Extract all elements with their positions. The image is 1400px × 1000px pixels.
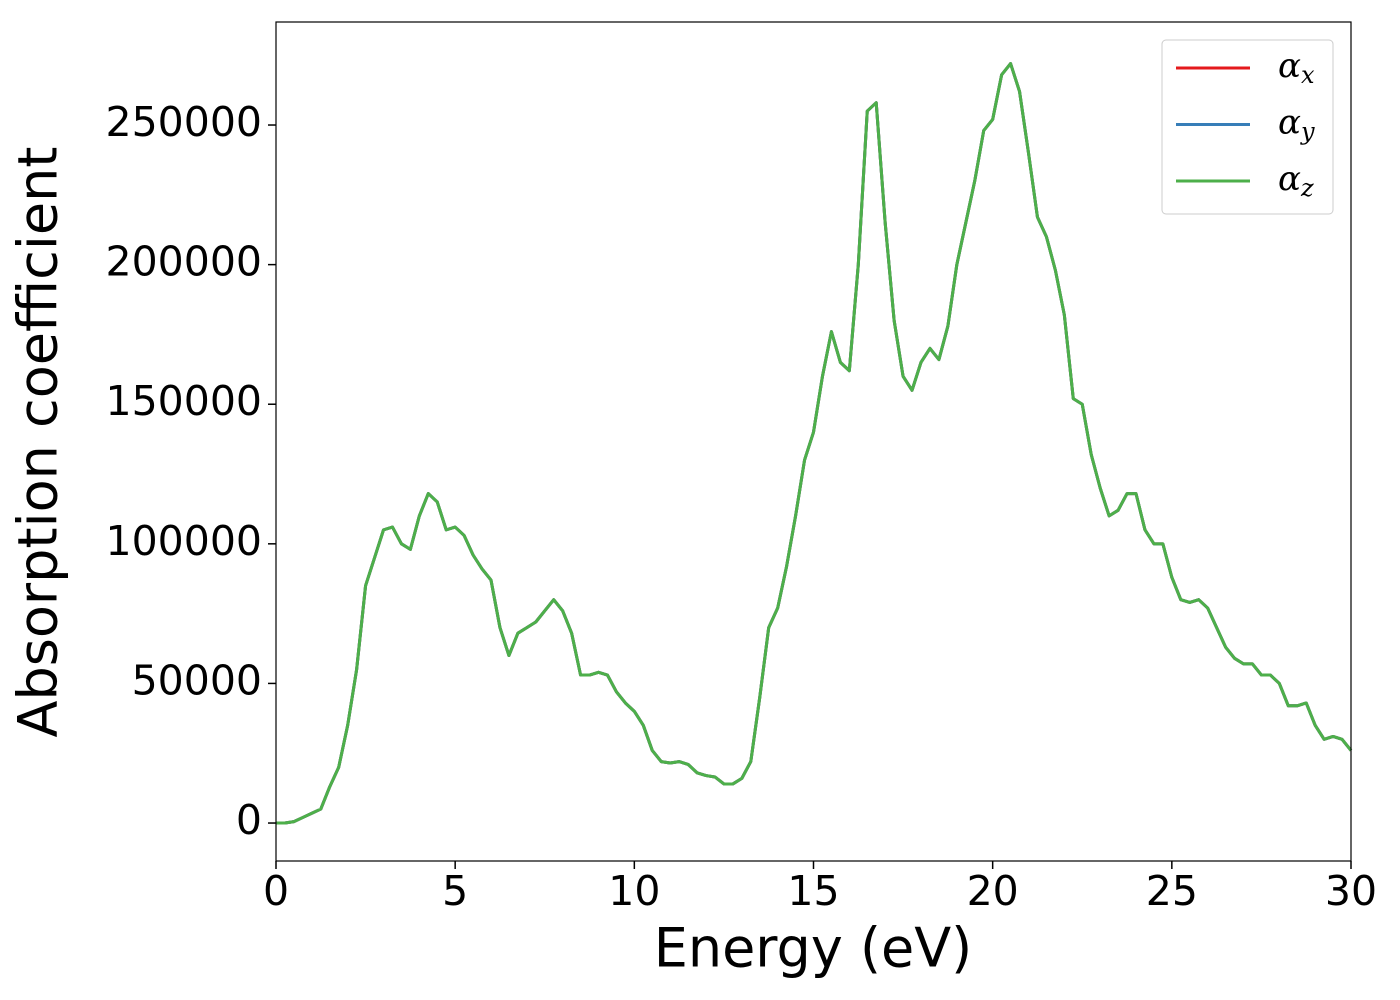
legend-label: αx [1278,46,1315,89]
y-tick-label: 50000 [132,656,262,704]
y-tick-label: 0 [236,796,262,844]
series-line [276,62,1353,825]
legend-label: αy [1278,103,1315,146]
plot-frame [275,21,1352,862]
x-tick-label: 10 [608,867,660,915]
x-tick-label: 0 [263,867,289,915]
x-tick-label: 25 [1146,867,1198,915]
y-tick-label: 250000 [105,98,262,146]
legend-label: αz [1278,159,1314,202]
x-axis-label: Energy (eV) [654,917,973,980]
y-tick-label: 100000 [105,517,262,565]
x-tick-label: 30 [1325,867,1377,915]
x-tick-label: 5 [442,867,468,915]
y-axis-label: Absorption coefficient [7,147,70,738]
y-tick-label: 200000 [105,238,262,286]
x-tick-label: 15 [787,867,839,915]
x-tick-label: 20 [967,867,1019,915]
legend-box [1161,39,1334,215]
y-tick-label: 150000 [105,377,262,425]
legend: αx αy αz [1161,39,1334,215]
